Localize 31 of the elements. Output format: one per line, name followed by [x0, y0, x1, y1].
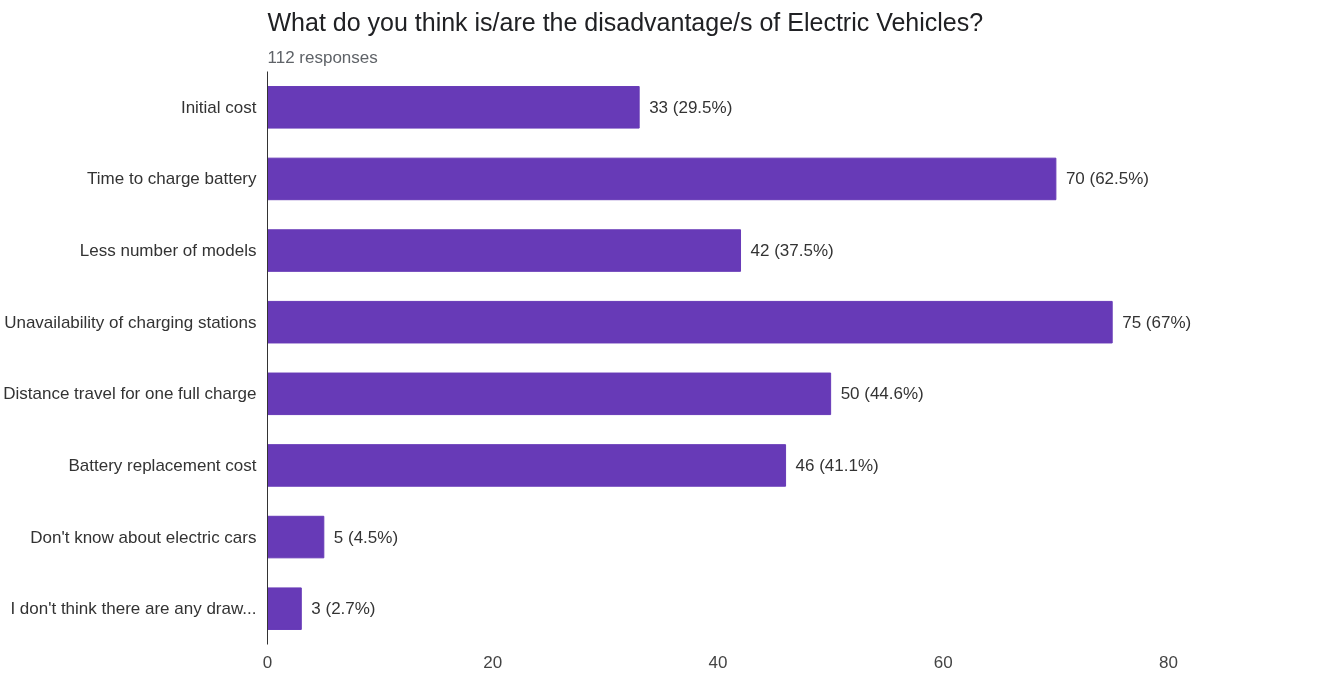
y-tick-label: Unavailability of charging stations	[4, 312, 257, 332]
chart-title: What do you think is/are the disadvantage/s of Electric Vehicles?	[267, 7, 984, 36]
data-label: 5 (4.5%)	[333, 527, 399, 547]
bar	[267, 300, 1113, 344]
data-label: 46 (41.1%)	[795, 455, 879, 475]
x-tick-label: 40	[708, 652, 728, 672]
y-tick-label: Less number of models	[79, 241, 257, 261]
bar	[267, 157, 1057, 201]
x-tick-label: 20	[483, 652, 503, 672]
y-tick-label: I don't think there are any draw...	[10, 599, 257, 619]
x-tick-label: 60	[933, 652, 953, 672]
bar	[267, 372, 832, 416]
y-tick-label: Battery replacement cost	[68, 455, 257, 475]
y-tick-label: Don't know about electric cars	[30, 527, 257, 547]
bar	[267, 515, 325, 559]
y-tick-label: Initial cost	[180, 97, 257, 117]
data-label: 70 (62.5%)	[1065, 169, 1150, 189]
bar	[267, 444, 787, 487]
data-label: 75 (67%)	[1122, 312, 1192, 332]
chart-subtitle: 112 responses	[267, 47, 378, 67]
bar	[267, 587, 302, 630]
data-label: 3 (2.7%)	[311, 599, 376, 619]
y-tick-label: Time to charge battery	[87, 169, 257, 189]
y-tick-label: Distance travel for one full charge	[3, 384, 257, 404]
bar	[267, 86, 640, 129]
data-label: 50 (44.6%)	[840, 384, 924, 404]
data-label: 33 (29.5%)	[649, 97, 733, 117]
x-tick-label: 80	[1159, 652, 1178, 672]
x-tick-label: 0	[262, 652, 273, 672]
bar	[267, 229, 742, 272]
data-label: 42 (37.5%)	[750, 241, 834, 261]
